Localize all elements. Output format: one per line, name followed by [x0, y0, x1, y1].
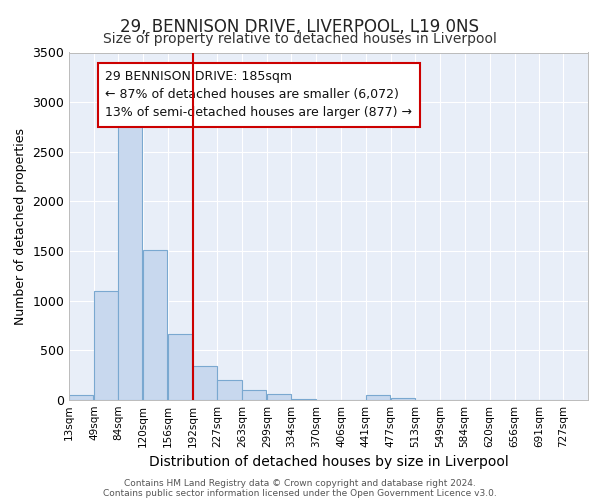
Bar	[365, 394, 390, 400]
Text: Contains public sector information licensed under the Open Government Licence v3: Contains public sector information licen…	[103, 488, 497, 498]
Bar	[69, 395, 93, 400]
Text: 29, BENNISON DRIVE, LIVERPOOL, L19 0NS: 29, BENNISON DRIVE, LIVERPOOL, L19 0NS	[121, 18, 479, 36]
Text: Size of property relative to detached houses in Liverpool: Size of property relative to detached ho…	[103, 32, 497, 46]
Bar	[391, 398, 415, 400]
Bar	[267, 394, 292, 400]
Bar	[292, 399, 316, 400]
Bar	[168, 334, 193, 400]
Bar	[193, 366, 217, 400]
Bar	[217, 380, 242, 400]
Bar	[94, 291, 118, 400]
Bar	[242, 390, 266, 400]
Y-axis label: Number of detached properties: Number of detached properties	[14, 128, 27, 325]
Bar	[118, 107, 142, 400]
Text: 29 BENNISON DRIVE: 185sqm
← 87% of detached houses are smaller (6,072)
13% of se: 29 BENNISON DRIVE: 185sqm ← 87% of detac…	[105, 70, 412, 120]
X-axis label: Distribution of detached houses by size in Liverpool: Distribution of detached houses by size …	[149, 456, 508, 469]
Bar	[143, 250, 167, 400]
Text: Contains HM Land Registry data © Crown copyright and database right 2024.: Contains HM Land Registry data © Crown c…	[124, 478, 476, 488]
